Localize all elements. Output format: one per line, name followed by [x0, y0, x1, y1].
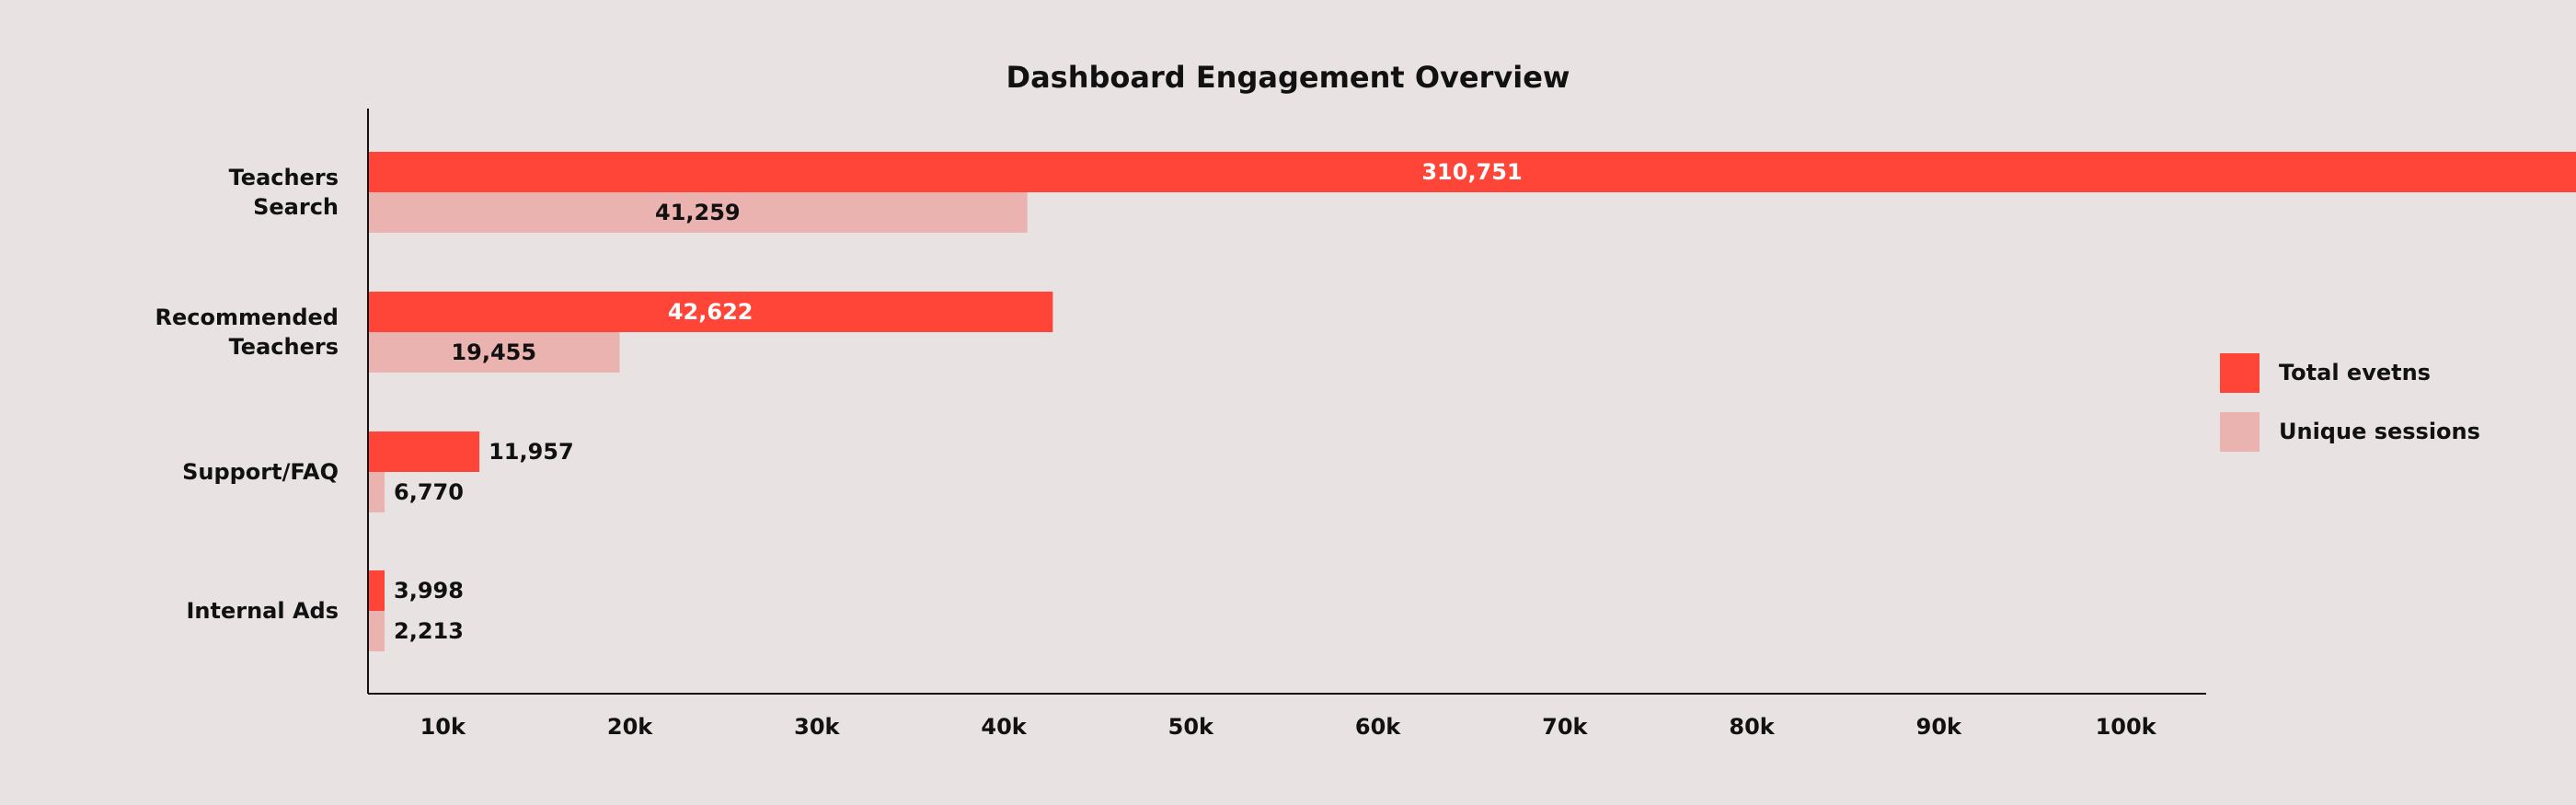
x-tick-label: 60k — [1355, 714, 1401, 740]
x-tick-label: 80k — [1729, 714, 1775, 740]
value-label: 11,957 — [489, 439, 574, 465]
bar — [368, 292, 1053, 332]
legend-label: Total evetns — [2279, 360, 2431, 385]
category-label: Teachers Search — [228, 165, 339, 220]
bar — [368, 332, 620, 373]
bar — [368, 431, 480, 472]
x-tick-label: 100k — [2096, 714, 2157, 740]
category-label: Internal Ads — [186, 598, 339, 624]
category-label: Support/FAQ — [182, 459, 339, 485]
x-tick-label: 10k — [420, 714, 466, 740]
x-tick-label: 90k — [1916, 714, 1962, 740]
x-tick-label: 30k — [794, 714, 840, 740]
bar — [368, 570, 385, 611]
x-tick-label: 20k — [607, 714, 653, 740]
bar — [368, 472, 385, 512]
legend-label: Unique sessions — [2279, 419, 2480, 444]
legend-swatch — [2220, 412, 2260, 452]
value-label: 41,259 — [655, 200, 741, 225]
chart-title: Dashboard Engagement Overview — [1006, 60, 1570, 95]
value-label: 310,751 — [1421, 159, 1522, 185]
bar — [368, 152, 2576, 192]
category-label: Recommended Teachers — [155, 305, 339, 360]
bar — [368, 192, 1028, 233]
value-label: 42,622 — [668, 299, 753, 325]
legend-swatch — [2220, 353, 2260, 393]
value-label: 2,213 — [394, 618, 464, 644]
value-label: 6,770 — [394, 479, 464, 505]
value-label: 19,455 — [451, 339, 536, 365]
x-tick-label: 40k — [981, 714, 1027, 740]
x-tick-label: 70k — [1542, 714, 1588, 740]
x-tick-label: 50k — [1168, 714, 1214, 740]
value-label: 3,998 — [394, 578, 464, 604]
bar — [368, 611, 385, 651]
